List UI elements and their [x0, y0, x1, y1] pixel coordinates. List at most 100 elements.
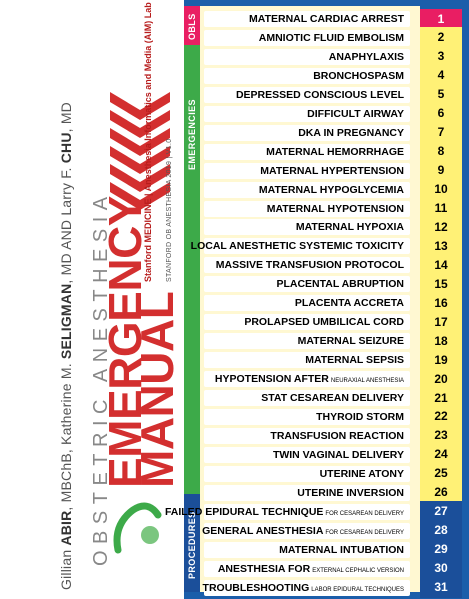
tab-item[interactable]: TWIN VAGINAL DELIVERY	[204, 446, 410, 463]
tab-number[interactable]: 16	[420, 292, 462, 314]
tab-item[interactable]: GENERAL ANESTHESIA FOR CESAREAN DELIVERY	[202, 522, 410, 539]
title-manual: MANUAL	[131, 291, 183, 488]
tab-item[interactable]: MATERNAL SEPSIS	[204, 352, 410, 369]
tab-number[interactable]: 10	[420, 179, 462, 201]
tab-item-label: MATERNAL SEPSIS	[305, 354, 404, 367]
tab-item-label: ANAPHYLAXIS	[328, 50, 404, 63]
tab-item[interactable]: UTERINE INVERSION	[204, 484, 410, 501]
tab-item-label: MATERNAL INTUBATION	[279, 543, 404, 556]
tab-item[interactable]: LOCAL ANESTHETIC SYSTEMIC TOXICITY	[191, 238, 410, 255]
tab-number[interactable]: 5	[420, 84, 462, 106]
tab-item-sublabel: FOR CESAREAN DELIVERY	[325, 510, 404, 517]
tab-number[interactable]: 30	[420, 558, 462, 580]
tab-item-label: STAT CESAREAN DELIVERY	[261, 392, 404, 404]
tab-number[interactable]: 8	[420, 141, 462, 163]
section-label-emergencies: EMERGENCIES	[187, 99, 197, 170]
tab-number[interactable]: 20	[420, 368, 462, 390]
tab-item-label: MASSIVE TRANSFUSION PROTOCOL	[215, 259, 404, 272]
tab-item[interactable]: MATERNAL HYPERTENSION	[204, 162, 410, 179]
tab-number[interactable]: 21	[420, 387, 462, 409]
tab-item[interactable]: UTERINE ATONY	[204, 465, 410, 482]
tab-item[interactable]: PROLAPSED UMBILICAL CORD	[204, 314, 410, 331]
tab-item[interactable]: MATERNAL SEIZURE	[204, 333, 410, 350]
tab-item[interactable]: BRONCHOSPASM	[204, 67, 410, 84]
tab-number[interactable]: 1	[420, 8, 462, 30]
tab-item-label: TRANSFUSION REACTION	[270, 429, 404, 442]
tab-item[interactable]: MASSIVE TRANSFUSION PROTOCOL	[204, 257, 410, 274]
tab-number[interactable]: 22	[420, 406, 462, 428]
tab-item[interactable]: DEPRESSED CONSCIOUS LEVEL	[204, 86, 410, 103]
authors-line: Gillian ABIR, MBChB, Katherine M. SELIGM…	[58, 102, 74, 590]
tab-item[interactable]: PLACENTA ACCRETA	[204, 295, 410, 312]
tab-number[interactable]: 24	[420, 444, 462, 466]
tab-item[interactable]: ANESTHESIA FOR EXTERNAL CEPHALIC VERSION	[204, 560, 410, 577]
mother-baby-logo-icon	[113, 502, 162, 554]
tab-item-label: TROUBLESHOOTING LABOR EPIDURAL TECHNIQUES	[202, 581, 404, 594]
tab-item[interactable]: THYROID STORM	[204, 408, 410, 425]
tab-item-label: DKA IN PREGNANCY	[298, 126, 404, 139]
tab-item[interactable]: PLACENTAL ABRUPTION	[204, 276, 410, 293]
tab-number[interactable]: 27	[420, 501, 462, 523]
tab-item[interactable]: MATERNAL HEMORRHAGE	[204, 143, 410, 160]
tab-item-label: AMNIOTIC FLUID EMBOLISM	[258, 31, 404, 44]
tab-item[interactable]: MATERNAL INTUBATION	[204, 541, 410, 558]
tab-number[interactable]: 4	[420, 65, 462, 87]
tab-item-sublabel: NEURAXIAL ANESTHESIA	[330, 378, 404, 385]
tab-item[interactable]: DIFFICULT AIRWAY	[204, 105, 410, 122]
tab-number[interactable]: 31	[420, 577, 462, 598]
tab-item-label: PLACENTA ACCRETA	[294, 297, 404, 310]
tab-number[interactable]: 26	[420, 482, 462, 504]
tab-item-label: GENERAL ANESTHESIA FOR CESAREAN DELIVERY	[202, 524, 404, 537]
tab-item[interactable]: MATERNAL HYPOTENSION	[204, 200, 410, 217]
red-chevrons-icon	[110, 92, 170, 210]
section-strip-obls: OBLS	[184, 6, 200, 45]
section-label-procedures: PROCEDURES	[187, 511, 197, 579]
section-label-obls: OBLS	[187, 13, 197, 40]
tab-item-label: DIFFICULT AIRWAY	[307, 107, 404, 120]
tab-item-sublabel: EXTERNAL CEPHALIC VERSION	[312, 567, 404, 574]
tab-item[interactable]: TRANSFUSION REACTION	[204, 427, 410, 444]
tab-item-sublabel: LABOR EPIDURAL TECHNIQUES	[311, 586, 404, 593]
tab-item-label: MATERNAL HYPOXIA	[295, 221, 404, 234]
tab-number[interactable]: 25	[420, 463, 462, 485]
section-strip-emergencies: EMERGENCIES	[184, 45, 200, 494]
tab-number[interactable]: 3	[420, 46, 462, 68]
tab-item-label: TWIN VAGINAL DELIVERY	[272, 448, 404, 461]
tab-item-label: MATERNAL SEIZURE	[297, 335, 404, 348]
tab-number[interactable]: 7	[420, 122, 462, 144]
tab-item-label: DEPRESSED CONSCIOUS LEVEL	[235, 88, 404, 101]
tab-item[interactable]: HYPOTENSION AFTER NEURAXIAL ANESTHESIA	[204, 371, 410, 388]
tab-item-sublabel: FOR CESAREAN DELIVERY	[325, 529, 404, 536]
tab-item[interactable]: MATERNAL CARDIAC ARREST	[204, 11, 410, 27]
tab-item-label: BRONCHOSPASM	[313, 69, 404, 82]
tab-item-label: MATERNAL HEMORRHAGE	[266, 145, 404, 158]
tab-item-label: PLACENTAL ABRUPTION	[276, 278, 404, 291]
tab-number[interactable]: 12	[420, 216, 462, 238]
tab-number[interactable]: 9	[420, 160, 462, 182]
tab-item[interactable]: TROUBLESHOOTING LABOR EPIDURAL TECHNIQUES	[202, 579, 410, 596]
tab-item-label: MATERNAL HYPERTENSION	[260, 164, 404, 177]
tab-number[interactable]: 19	[420, 349, 462, 371]
tab-number[interactable]: 6	[420, 103, 462, 125]
tab-item-label: UTERINE ATONY	[319, 467, 404, 480]
tab-number[interactable]: 28	[420, 520, 462, 542]
tab-item[interactable]: ANAPHYLAXIS	[204, 48, 410, 65]
tab-number[interactable]: 29	[420, 539, 462, 561]
tab-item-label: UTERINE INVERSION	[297, 486, 404, 499]
tab-number[interactable]: 23	[420, 425, 462, 447]
tab-item[interactable]: DKA IN PREGNANCY	[204, 124, 410, 141]
tab-number[interactable]: 13	[420, 235, 462, 257]
tab-number[interactable]: 2	[420, 27, 462, 49]
tab-number[interactable]: 15	[420, 273, 462, 295]
tab-number[interactable]: 14	[420, 254, 462, 276]
tab-item[interactable]: MATERNAL HYPOXIA	[204, 219, 410, 236]
tab-item-label: MATERNAL CARDIAC ARREST	[249, 13, 404, 25]
tab-number[interactable]: 18	[420, 330, 462, 352]
tab-item[interactable]: FAILED EPIDURAL TECHNIQUE FOR CESAREAN DE…	[165, 503, 410, 520]
tab-item[interactable]: AMNIOTIC FLUID EMBOLISM	[204, 29, 410, 46]
tab-number[interactable]: 17	[420, 311, 462, 333]
tab-item-label: THYROID STORM	[316, 410, 404, 423]
tab-number[interactable]: 11	[420, 198, 462, 219]
tab-item[interactable]: MATERNAL HYPOGLYCEMIA	[204, 181, 410, 198]
tab-item[interactable]: STAT CESAREAN DELIVERY	[204, 390, 410, 406]
